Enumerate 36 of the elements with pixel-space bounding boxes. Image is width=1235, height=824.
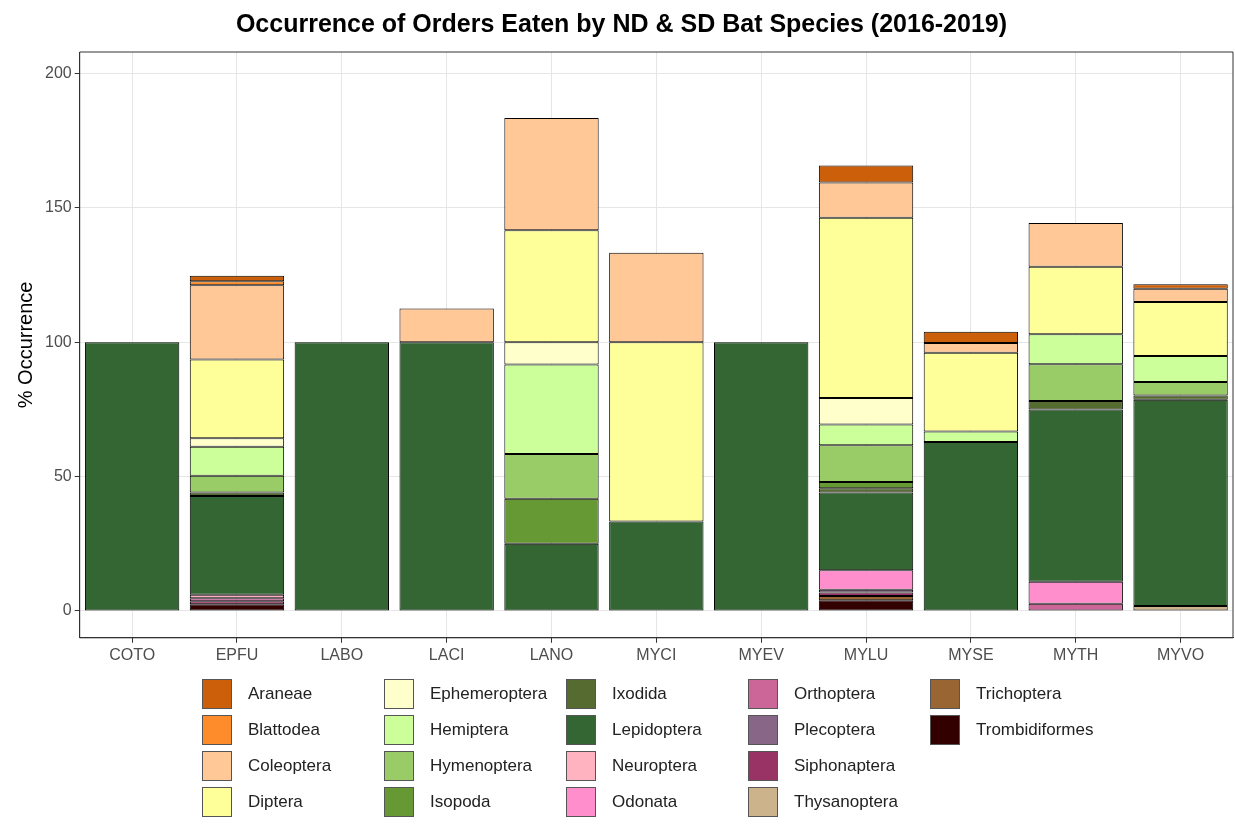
- legend-label: Orthoptera: [794, 684, 876, 704]
- legend-label: Neuroptera: [612, 756, 698, 776]
- x-tick-label: EPFU: [215, 645, 259, 663]
- legend-label: Lepidoptera: [612, 720, 702, 740]
- x-tick-label: MYCI: [636, 645, 677, 663]
- x-tick-label: MYLU: [843, 645, 889, 663]
- x-tick-label: MYTH: [1053, 645, 1099, 663]
- x-tick-label: COTO: [109, 645, 156, 663]
- legend-label: Thysanoptera: [794, 792, 898, 812]
- legend-label: Coleoptera: [248, 756, 332, 776]
- legend-label: Ixodida: [612, 684, 667, 704]
- x-tick-label: LANO: [529, 645, 574, 663]
- legend-label: Hemiptera: [430, 720, 509, 740]
- y-axis-title: % Occurrence: [13, 281, 36, 409]
- x-tick-label: LACI: [428, 645, 465, 663]
- y-tick-label: 100: [44, 332, 72, 350]
- y-tick-label: 50: [53, 466, 72, 484]
- legend-label: Odonata: [612, 792, 678, 812]
- x-tick-label: MYSE: [948, 645, 994, 663]
- legend-label: Isopoda: [430, 792, 491, 812]
- legend-label: Siphonaptera: [794, 756, 896, 776]
- chart-title: Occurrence of Orders Eaten by ND & SD Bat Species (2016-2019): [235, 8, 1008, 37]
- x-tick-label: MYEV: [738, 645, 785, 663]
- legend-label: Blattodea: [248, 720, 320, 740]
- legend-label: Araneae: [248, 684, 313, 704]
- y-tick-label: 200: [44, 63, 72, 81]
- legend-label: Trombidiformes: [976, 720, 1094, 740]
- legend-label: Trichoptera: [976, 684, 1062, 704]
- y-tick-label: 0: [62, 601, 72, 619]
- x-tick-label: LABO: [320, 645, 364, 663]
- legend-label: Hymenoptera: [430, 756, 533, 776]
- legend-label: Plecoptera: [794, 720, 876, 740]
- x-tick-label: MYVO: [1157, 645, 1205, 663]
- legend-label: Ephemeroptera: [430, 684, 548, 704]
- legend-label: Diptera: [248, 792, 303, 812]
- y-tick-label: 150: [44, 198, 72, 216]
